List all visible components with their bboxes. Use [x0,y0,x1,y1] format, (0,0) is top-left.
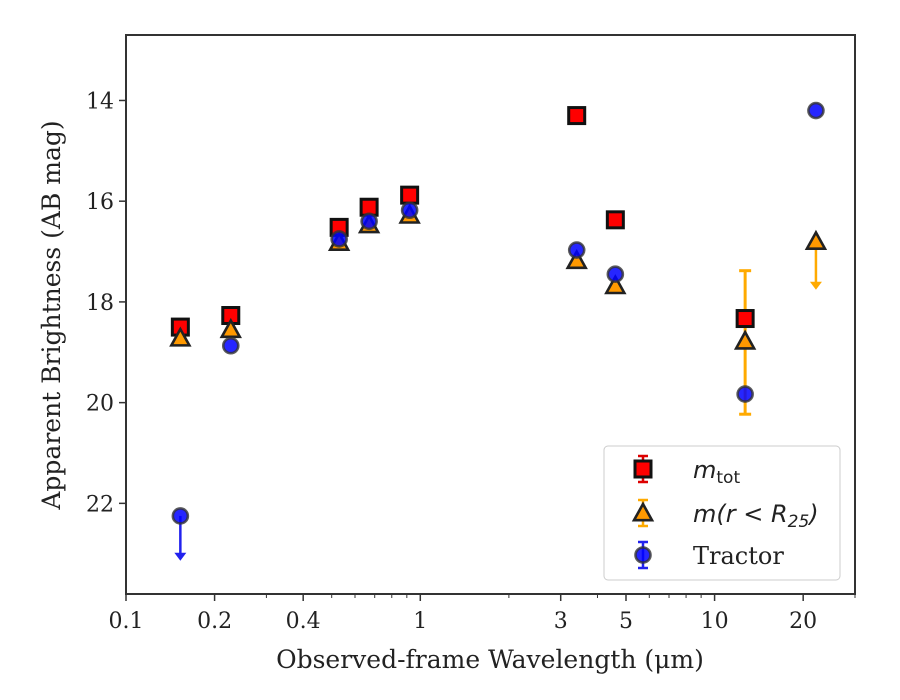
legend-label: m(r < R25) [693,500,819,532]
legend-entry-circle: Tractor [634,540,784,570]
upper-limit-arrow-head [809,281,822,290]
x-tick-label: 0.4 [286,609,321,634]
data-point [400,185,420,205]
data-point [733,329,757,350]
legend-marker [631,501,655,522]
data-point [736,385,754,403]
chart-marks [169,101,828,561]
data-point [171,507,190,525]
data-point [735,309,755,329]
legend-box [603,445,841,581]
plot-frame [125,34,856,595]
x-tick-label: 5 [619,609,633,634]
data-point [219,317,242,339]
data-point [804,229,828,250]
x-tick-label: 1 [413,609,427,634]
x-tick-label: 0.2 [197,609,232,634]
legend-entry-triangle: m(r < R25) [631,498,819,532]
data-point [565,248,588,270]
data-point [605,210,625,230]
legend: mtot m(r < R25) Tractor [603,445,841,581]
legend-label: mtot [693,456,740,488]
x-tick-label: 20 [789,609,817,634]
data-point [604,274,627,295]
legend-label: Tractor [693,542,784,570]
legend-marker [634,546,652,564]
data-point [360,212,378,231]
y-tick-label: 16 [86,190,114,215]
y-tick-label: 18 [86,291,114,316]
x-tick-label: 10 [701,609,729,634]
x-tick-label: 3 [554,609,568,634]
y-tick-label: 20 [86,392,114,417]
upper-limit-arrow-head [174,552,187,561]
x-tick-label: 0.1 [109,609,144,634]
data-point [400,201,419,220]
data-point [807,101,825,120]
data-point [606,265,625,284]
y-axis-label: Apparent Brightness (AB mag) [37,120,66,510]
legend-marker [633,459,653,479]
series-circle [171,101,825,561]
data-point [169,326,192,347]
data-point [330,230,348,248]
data-point [567,241,586,259]
data-point [567,106,587,126]
legend-entry-square: mtot [633,454,740,488]
y-tick-label: 14 [86,89,114,114]
data-point [221,336,240,355]
y-tick-label: 22 [86,492,114,517]
axis-ticks: 0.1 0.2 0.4 1 3 5 10 20 14 16 18 20 22 [86,89,856,634]
x-axis-label: Observed-frame Wavelength (μm) [276,645,704,674]
